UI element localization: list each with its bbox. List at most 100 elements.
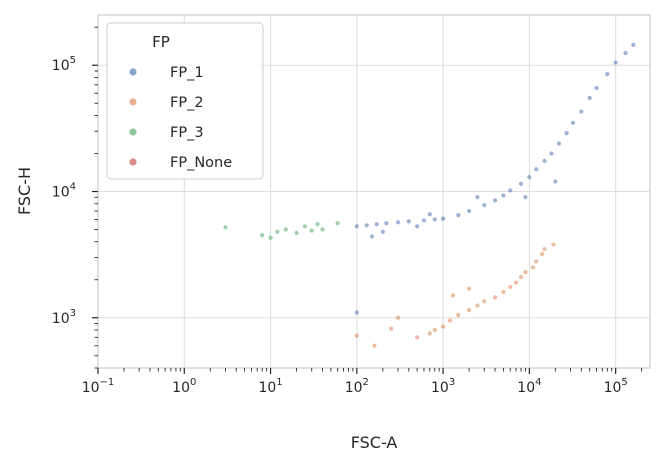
legend-marker xyxy=(129,98,137,106)
point-fp-3 xyxy=(260,233,265,238)
x-tick-label: 104 xyxy=(517,377,541,396)
point-fp-1 xyxy=(508,188,513,193)
point-fp-1 xyxy=(553,179,558,184)
y-tick-label: 104 xyxy=(52,182,76,201)
point-fp-1 xyxy=(369,234,375,239)
x-tick-base: 10 xyxy=(431,380,449,396)
point-fp-2 xyxy=(354,333,359,338)
point-fp-1 xyxy=(380,229,385,234)
x-tick-label: 100 xyxy=(172,377,196,396)
legend-marker xyxy=(129,128,137,136)
point-fp-1 xyxy=(501,193,506,198)
scatter-points xyxy=(223,42,636,348)
x-tick-label: 103 xyxy=(431,377,455,396)
point-fp-2 xyxy=(432,327,437,333)
point-fp-1 xyxy=(456,213,461,218)
point-fp-1 xyxy=(534,167,539,172)
point-fp-1 xyxy=(579,109,584,114)
point-fp-2 xyxy=(475,303,480,308)
x-tick-exponent: −1 xyxy=(100,377,115,388)
point-fp-1 xyxy=(466,208,472,214)
x-tick-base: 10 xyxy=(345,380,363,396)
x-tick-exponent: 1 xyxy=(276,377,282,388)
legend-title: FP xyxy=(152,33,170,51)
point-fp-3 xyxy=(223,225,228,230)
point-fp-1 xyxy=(427,212,432,217)
legend-entry-fp-3: FP_3 xyxy=(170,125,204,141)
point-fp-1 xyxy=(594,85,599,91)
point-fp-2 xyxy=(501,289,506,295)
point-fp-3 xyxy=(268,235,273,240)
x-tick-base: 10 xyxy=(172,380,190,396)
point-fp-1 xyxy=(613,60,618,65)
y-tick-exponent: 4 xyxy=(70,182,76,193)
point-fp-1 xyxy=(587,95,592,101)
legend-box xyxy=(106,22,264,180)
point-fp-3 xyxy=(283,227,288,232)
point-fp-2 xyxy=(492,295,498,300)
legend-marker xyxy=(129,158,137,166)
x-tick-base: 10 xyxy=(82,380,100,396)
point-fp-1 xyxy=(570,120,576,125)
point-fp-3 xyxy=(275,229,280,234)
point-fp-2 xyxy=(372,343,377,348)
x-tick-base: 10 xyxy=(604,380,622,396)
x-tick-label: 101 xyxy=(258,377,282,396)
point-fp-1 xyxy=(354,310,359,315)
point-fp-2 xyxy=(389,326,394,331)
point-fp-1 xyxy=(364,223,369,228)
point-fp-2 xyxy=(530,265,536,270)
point-fp-1 xyxy=(374,222,379,227)
point-fp-3 xyxy=(315,222,320,227)
point-fp-1 xyxy=(564,131,569,136)
point-fp-2 xyxy=(551,242,556,247)
point-fp-1 xyxy=(523,195,528,200)
point-fp-1 xyxy=(406,219,411,224)
point-fp-1 xyxy=(395,220,401,225)
point-fp-2 xyxy=(395,315,401,320)
point-fp-3 xyxy=(294,230,299,235)
y-tick-base: 10 xyxy=(52,311,70,327)
point-fp-3 xyxy=(309,228,314,233)
legend-marker xyxy=(129,68,137,76)
x-tick-exponent: 3 xyxy=(449,377,455,388)
x-axis: 10−1 100 101 102 103 104 105 xyxy=(82,368,643,396)
point-fp-2 xyxy=(450,293,456,298)
point-fp-1 xyxy=(631,42,636,47)
point-fp-2 xyxy=(513,280,519,285)
point-fp-1 xyxy=(384,221,389,226)
x-axis-label: FSC-A xyxy=(351,433,398,452)
point-fp-3 xyxy=(302,224,307,229)
x-tick-exponent: 0 xyxy=(190,377,196,388)
point-fp-2 xyxy=(466,286,472,291)
point-fp-1 xyxy=(432,217,437,222)
point-fp-2 xyxy=(441,324,446,329)
point-fp-1 xyxy=(415,224,420,229)
point-fp-2 xyxy=(534,259,539,264)
legend-entry-fp-1: FP_1 xyxy=(170,65,204,81)
point-fp-1 xyxy=(605,72,610,77)
x-tick-label: 102 xyxy=(345,377,369,396)
point-fp-2 xyxy=(542,246,547,252)
point-fp-2 xyxy=(482,299,487,304)
x-tick-exponent: 5 xyxy=(621,377,627,388)
y-tick-base: 10 xyxy=(52,185,70,201)
point-fp-2 xyxy=(539,251,545,257)
point-fp-2 xyxy=(466,307,472,313)
y-axis-label: FSC-H xyxy=(15,167,34,215)
point-fp-3 xyxy=(335,221,340,226)
point-fp-2 xyxy=(427,331,432,336)
y-tick-label: 103 xyxy=(52,308,76,327)
x-tick-base: 10 xyxy=(517,380,535,396)
legend-entry-fp-none: FP_None xyxy=(170,155,232,171)
y-tick-exponent: 3 xyxy=(70,308,76,319)
x-tick-exponent: 4 xyxy=(535,377,541,388)
x-tick-exponent: 2 xyxy=(363,377,369,388)
point-fp-1 xyxy=(354,224,359,229)
point-fp-2 xyxy=(447,318,453,323)
y-tick-label: 105 xyxy=(52,55,76,74)
x-tick-label: 105 xyxy=(604,377,628,396)
